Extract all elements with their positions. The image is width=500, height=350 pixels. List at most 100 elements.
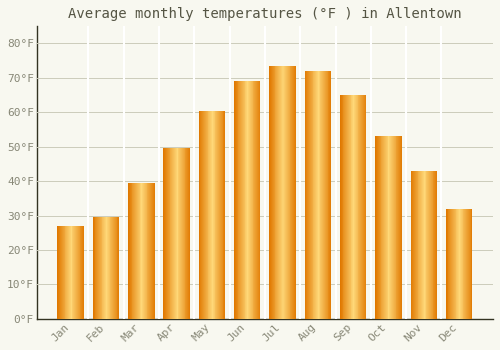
Bar — [75, 226, 76, 319]
Bar — [316, 71, 317, 319]
Bar — [250, 81, 251, 319]
Bar — [67, 226, 68, 319]
Bar — [178, 148, 180, 319]
Bar — [393, 136, 394, 319]
Bar — [276, 66, 277, 319]
Bar — [364, 95, 366, 319]
Bar — [152, 183, 153, 319]
Bar — [286, 66, 287, 319]
Bar — [284, 66, 285, 319]
Bar — [279, 66, 280, 319]
Bar — [469, 209, 470, 319]
Bar — [379, 136, 380, 319]
Bar — [172, 148, 173, 319]
Bar — [248, 81, 249, 319]
Bar — [206, 111, 208, 319]
Bar — [454, 209, 456, 319]
Bar — [145, 183, 146, 319]
Bar — [304, 71, 306, 319]
Bar — [380, 136, 382, 319]
Bar — [414, 171, 415, 319]
Bar — [189, 148, 190, 319]
Bar — [236, 81, 238, 319]
Bar — [168, 148, 170, 319]
Bar — [69, 226, 70, 319]
Bar — [164, 148, 165, 319]
Bar — [77, 226, 78, 319]
Bar — [392, 136, 393, 319]
Bar — [383, 136, 384, 319]
Bar — [360, 95, 361, 319]
Bar — [348, 95, 350, 319]
Bar — [384, 136, 385, 319]
Bar — [324, 71, 325, 319]
Bar — [61, 226, 62, 319]
Bar — [58, 226, 59, 319]
Bar — [59, 226, 60, 319]
Bar — [99, 217, 100, 319]
Bar — [217, 111, 218, 319]
Bar — [292, 66, 293, 319]
Bar — [104, 217, 105, 319]
Bar — [205, 111, 206, 319]
Bar — [100, 217, 102, 319]
Bar — [391, 136, 392, 319]
Bar — [181, 148, 182, 319]
Bar — [213, 111, 214, 319]
Bar — [448, 209, 450, 319]
Bar — [346, 95, 347, 319]
Bar — [320, 71, 322, 319]
Bar — [423, 171, 424, 319]
Bar — [450, 209, 451, 319]
Bar — [234, 81, 235, 319]
Bar — [308, 71, 309, 319]
Bar — [350, 95, 352, 319]
Bar — [218, 111, 219, 319]
Bar — [342, 95, 344, 319]
Bar — [325, 71, 326, 319]
Bar — [60, 226, 61, 319]
Bar — [412, 171, 413, 319]
Bar — [424, 171, 426, 319]
Bar — [138, 183, 140, 319]
Bar — [430, 171, 431, 319]
Bar — [143, 183, 144, 319]
Bar — [106, 217, 107, 319]
Bar — [420, 171, 421, 319]
Bar — [203, 111, 204, 319]
Bar — [461, 209, 462, 319]
Bar — [244, 81, 246, 319]
Bar — [208, 111, 210, 319]
Bar — [186, 148, 187, 319]
Bar — [83, 226, 84, 319]
Bar — [452, 209, 453, 319]
Bar — [184, 148, 186, 319]
Bar — [280, 66, 281, 319]
Bar — [214, 111, 216, 319]
Bar — [272, 66, 273, 319]
Bar — [166, 148, 167, 319]
Bar — [311, 71, 312, 319]
Bar — [108, 217, 110, 319]
Bar — [115, 217, 116, 319]
Bar — [183, 148, 184, 319]
Bar — [470, 209, 472, 319]
Bar — [385, 136, 386, 319]
Bar — [64, 226, 66, 319]
Bar — [314, 71, 315, 319]
Bar — [377, 136, 378, 319]
Bar — [456, 209, 458, 319]
Bar — [202, 111, 203, 319]
Bar — [240, 81, 241, 319]
Bar — [388, 136, 390, 319]
Bar — [243, 81, 244, 319]
Bar — [358, 95, 360, 319]
Bar — [140, 183, 141, 319]
Bar — [219, 111, 220, 319]
Bar — [220, 111, 221, 319]
Bar — [416, 171, 418, 319]
Bar — [97, 217, 98, 319]
Bar — [221, 111, 222, 319]
Bar — [294, 66, 295, 319]
Bar — [401, 136, 402, 319]
